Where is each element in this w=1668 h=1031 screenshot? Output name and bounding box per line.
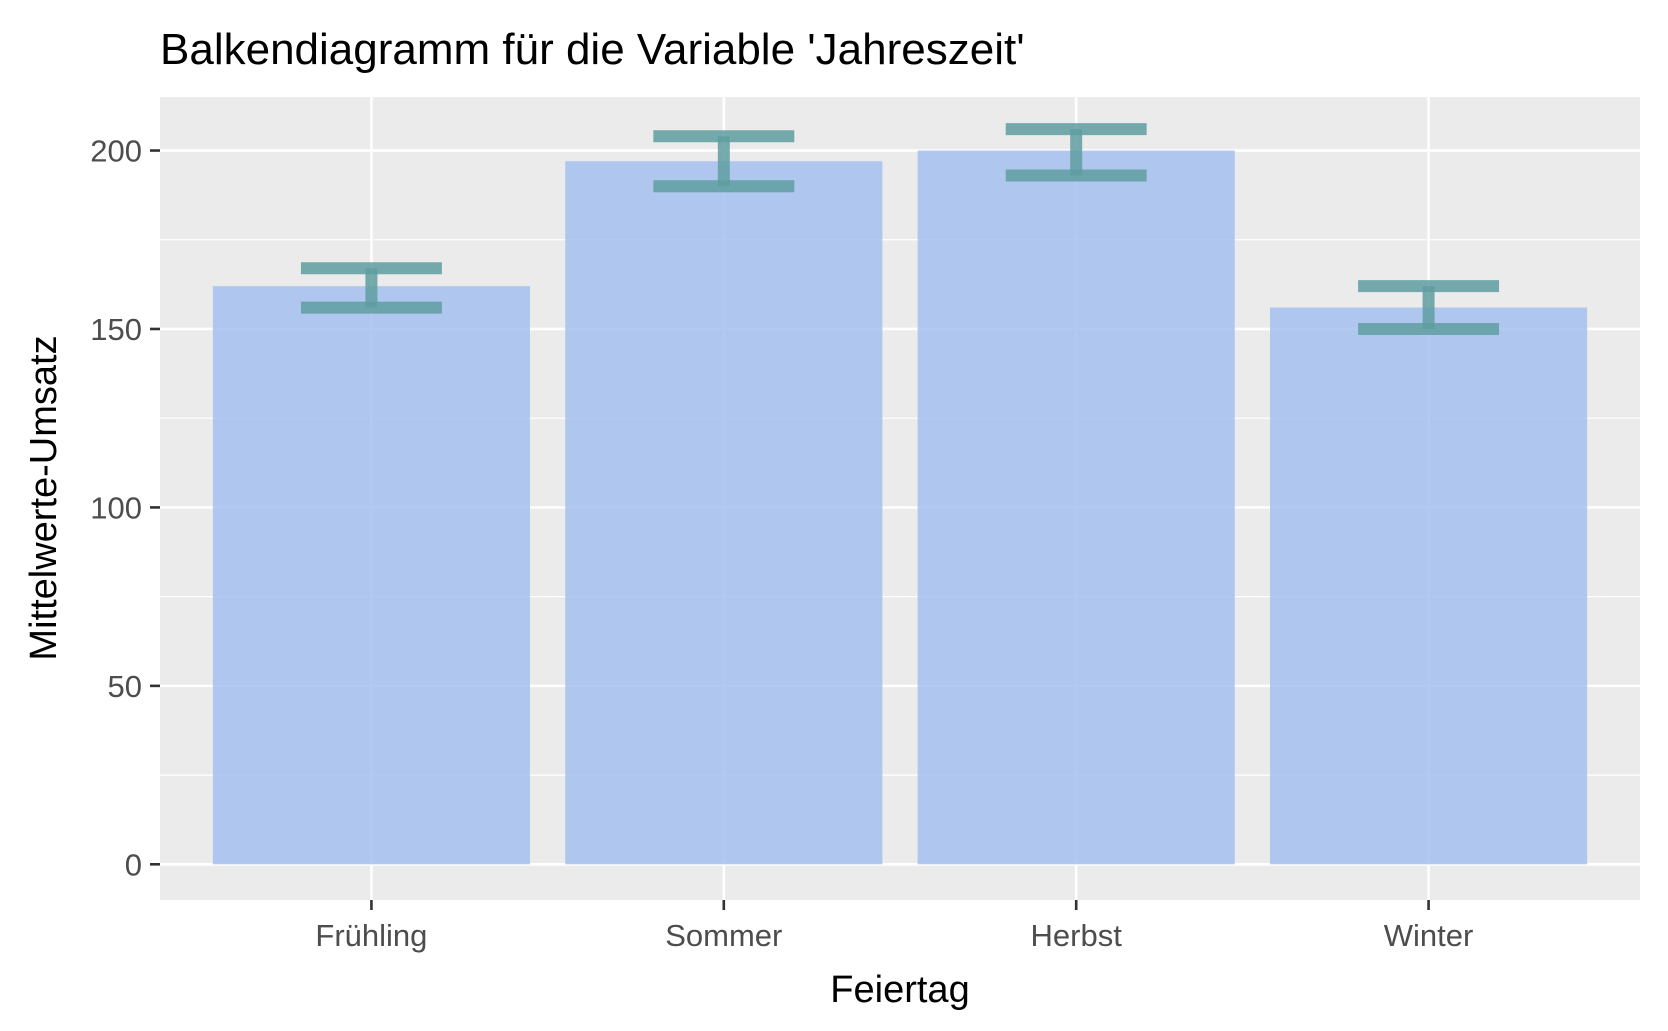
- error-bar: [1358, 280, 1500, 335]
- bar: [212, 286, 530, 865]
- error-bars: [300, 123, 1500, 335]
- x-axis-title: Feiertag: [830, 969, 969, 1011]
- y-axis-title: Mittelwerte-Umsatz: [23, 335, 65, 660]
- y-tick-label: 0: [125, 847, 142, 882]
- chart-title: Balkendiagramm für die Variable 'Jahresz…: [160, 25, 1025, 74]
- x-tick-label: Herbst: [1031, 918, 1123, 953]
- error-bar: [300, 262, 442, 314]
- y-tick-label: 150: [90, 312, 142, 347]
- bar: [1270, 307, 1588, 865]
- error-bar: [1005, 123, 1147, 182]
- y-tick-label: 200: [90, 134, 142, 169]
- y-tick-label: 100: [90, 490, 142, 525]
- error-bar: [653, 130, 795, 193]
- bar: [565, 161, 883, 865]
- bar: [917, 150, 1235, 865]
- y-axis: 0 50 100 150 200: [90, 134, 160, 882]
- x-axis: Frühling Sommer Herbst Winter: [315, 900, 1473, 953]
- x-tick-label: Winter: [1384, 918, 1474, 953]
- y-tick-label: 50: [108, 669, 142, 704]
- x-tick-label: Sommer: [665, 918, 782, 953]
- bar-series: [212, 150, 1588, 865]
- x-tick-label: Frühling: [315, 918, 427, 953]
